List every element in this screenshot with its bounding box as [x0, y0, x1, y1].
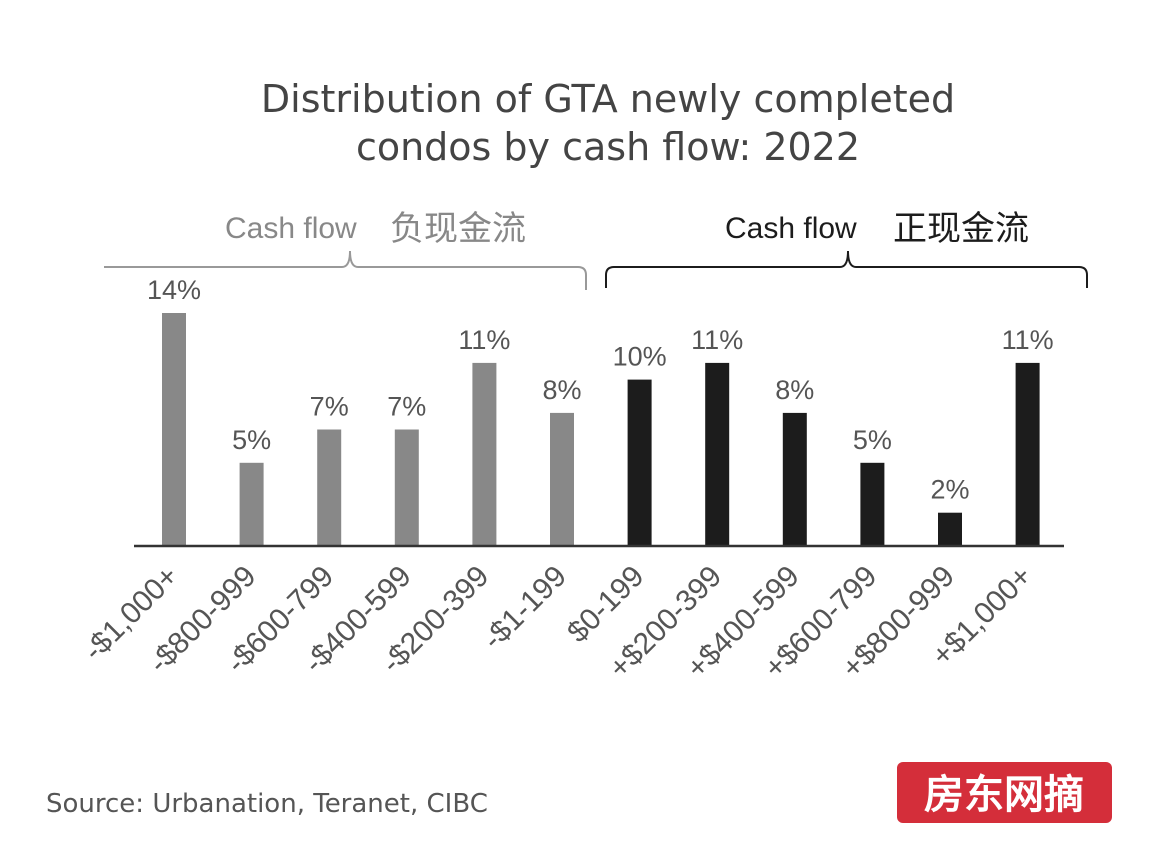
- bar-8: [782, 412, 807, 546]
- bar-0: [162, 313, 186, 546]
- negative-group-bracket: [104, 250, 587, 290]
- positive-group-label: Cash flow: [725, 212, 857, 245]
- value-label-9: 5%: [853, 425, 892, 455]
- bar-11: [1015, 362, 1040, 546]
- value-label-10: 2%: [930, 475, 969, 505]
- value-label-0: 14%: [147, 275, 201, 305]
- bar-4: [472, 362, 497, 546]
- bar-10: [938, 512, 962, 546]
- value-label-4: 11%: [458, 325, 510, 355]
- positive-cash-flow-group: Cash flow 正现金流: [605, 209, 1088, 288]
- positive-group-bracket: [605, 250, 1088, 288]
- bar-1: [239, 462, 264, 546]
- value-label-8: 8%: [775, 375, 814, 405]
- source-note: Source: Urbanation, Teranet, CIBC: [46, 789, 488, 819]
- value-label-7: 11%: [691, 325, 743, 355]
- value-labels: 14% 5% 7% 7% 11% 8% 10% 11% 8% 5% 2% 11%: [147, 275, 1054, 505]
- value-label-2: 7%: [310, 392, 349, 422]
- value-label-1: 5%: [232, 425, 271, 455]
- bar-3: [394, 429, 419, 546]
- bar-2: [317, 429, 342, 546]
- bar-6: [627, 379, 652, 546]
- value-label-3: 7%: [387, 392, 426, 422]
- value-label-5: 8%: [542, 375, 581, 405]
- negative-group-label: Cash flow: [225, 212, 357, 245]
- watermark-background: [897, 762, 1112, 823]
- chart-title-line-2: condos by cash flow: 2022: [356, 125, 860, 169]
- chart-title: Distribution of GTA newly completed cond…: [261, 77, 955, 169]
- bars: [162, 313, 1040, 546]
- negative-group-label-cn: 负现金流: [390, 209, 526, 249]
- watermark-badge: 房东网摘: [897, 762, 1112, 823]
- x-axis-tick-labels: -$1,000+-$800-999-$600-799-$400-599-$200…: [77, 560, 1038, 685]
- positive-group-label-cn: 正现金流: [893, 209, 1029, 249]
- tick-label-5: -$1-199: [476, 560, 572, 656]
- negative-cash-flow-group: Cash flow 负现金流: [104, 209, 587, 290]
- bar-5: [550, 412, 574, 546]
- chart-title-line-1: Distribution of GTA newly completed: [261, 77, 955, 121]
- watermark-text: 房东网摘: [924, 772, 1084, 818]
- bar-7: [705, 362, 730, 546]
- bar-9: [860, 462, 885, 546]
- value-label-6: 10%: [613, 342, 667, 372]
- value-label-11: 11%: [1002, 325, 1054, 355]
- group-annotations: Cash flow 负现金流 Cash flow 正现金流: [104, 209, 1088, 290]
